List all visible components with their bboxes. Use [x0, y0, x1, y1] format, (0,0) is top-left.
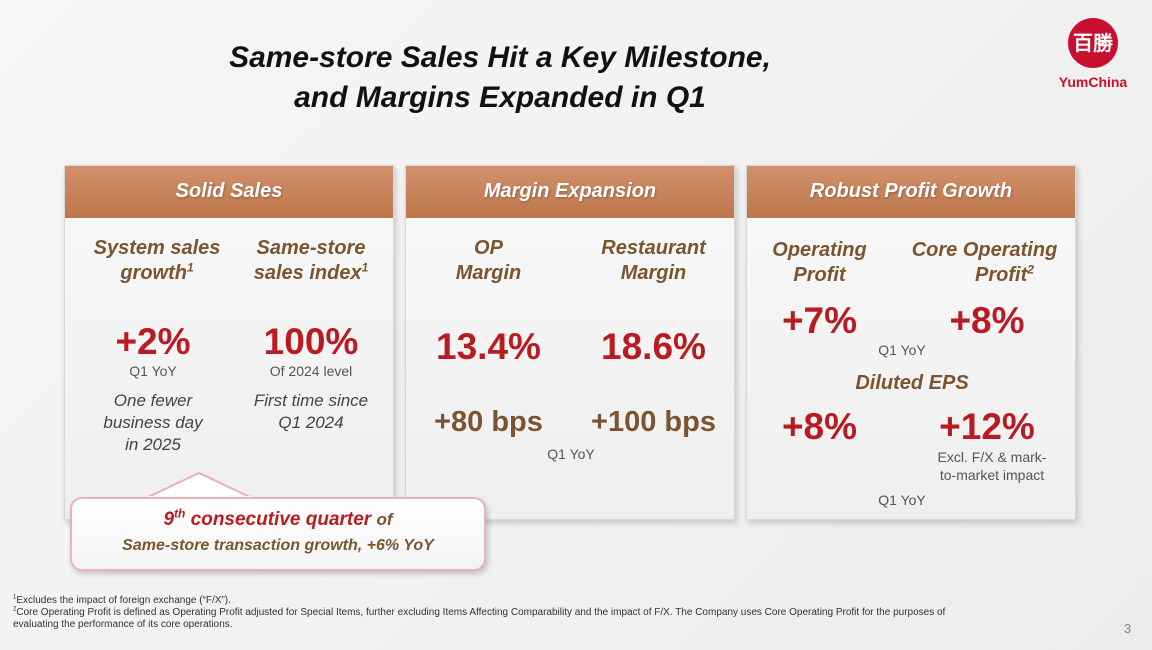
- profit-growth-header: Robust Profit Growth: [747, 166, 1075, 218]
- restaurant-margin-change: +100 bps: [591, 406, 716, 438]
- callout-line-2: Same-store transaction growth, +6% YoY: [122, 537, 434, 554]
- logo-text: YumChina: [1058, 74, 1128, 90]
- title-line-2: and Margins Expanded in Q1: [294, 81, 706, 114]
- profit-sub-1: Q1 YoY: [878, 342, 926, 358]
- margin-sub: Q1 YoY: [547, 446, 595, 462]
- profit-growth-card: Robust Profit Growth Operating Profit +7…: [746, 165, 1076, 520]
- same-store-sales-note: First time since Q1 2024: [253, 391, 369, 432]
- diluted-eps-label: Diluted EPS: [855, 372, 969, 394]
- system-sales-value: +2%: [115, 321, 191, 362]
- system-sales-label: System sales growth1: [93, 237, 221, 284]
- title-line-1: Same-store Sales Hit a Key Milestone,: [229, 41, 771, 74]
- operating-profit-label: Operating Profit: [772, 239, 867, 286]
- footnote-2: 2Core Operating Profit is defined as Ope…: [13, 606, 946, 618]
- footnote-2-cont: evaluating the performance of its core o…: [13, 619, 233, 630]
- restaurant-margin-value: 18.6%: [601, 326, 706, 367]
- margin-expansion-header: Margin Expansion: [406, 166, 734, 218]
- op-margin-label: OP Margin: [455, 237, 522, 284]
- yumchina-logo: 百勝 YumChina: [1052, 18, 1134, 90]
- solid-sales-header: Solid Sales: [65, 166, 393, 218]
- callout-line-1: 9th consecutive quarter of: [163, 506, 393, 530]
- same-store-sales-sub: Of 2024 level: [269, 363, 353, 379]
- page-number: 3: [1124, 621, 1132, 636]
- operating-profit-value: +7%: [781, 300, 858, 341]
- system-sales-sub: Q1 YoY: [129, 363, 177, 379]
- same-store-sales-value: 100%: [263, 321, 359, 362]
- same-store-sales-label: Same-store sales index1: [253, 237, 369, 284]
- op-margin-value: 13.4%: [436, 326, 541, 367]
- restaurant-margin-label: Restaurant Margin: [601, 237, 706, 284]
- page-title: Same-store Sales Hit a Key Milestone, an…: [150, 38, 850, 118]
- diluted-eps-value: +8%: [781, 406, 858, 447]
- core-operating-profit-value: +8%: [949, 300, 1025, 341]
- profit-sub-2: Q1 YoY: [878, 492, 926, 508]
- footnote-1: 1Excludes the impact of foreign exchange…: [13, 594, 231, 606]
- op-margin-change: +80 bps: [434, 406, 543, 438]
- callout-pointer-icon: [144, 471, 254, 499]
- core-operating-profit-label: Core Operating Profit2: [911, 239, 1058, 286]
- footnotes: 1Excludes the impact of foreign exchange…: [13, 595, 1103, 631]
- diluted-eps-excl-value: +12%: [939, 406, 1035, 447]
- transaction-growth-callout: 9th consecutive quarter of Same-store tr…: [70, 497, 486, 571]
- diluted-eps-excl-note: Excl. F/X & mark- to-market impact: [937, 449, 1047, 483]
- solid-sales-card: Solid Sales System sales growth1 +2% Q1 …: [64, 165, 394, 520]
- margin-expansion-card: Margin Expansion OP Margin 13.4% +80 bps…: [405, 165, 735, 520]
- logo-mark-icon: 百勝: [1068, 18, 1118, 68]
- system-sales-note: One fewer business day in 2025: [103, 391, 203, 454]
